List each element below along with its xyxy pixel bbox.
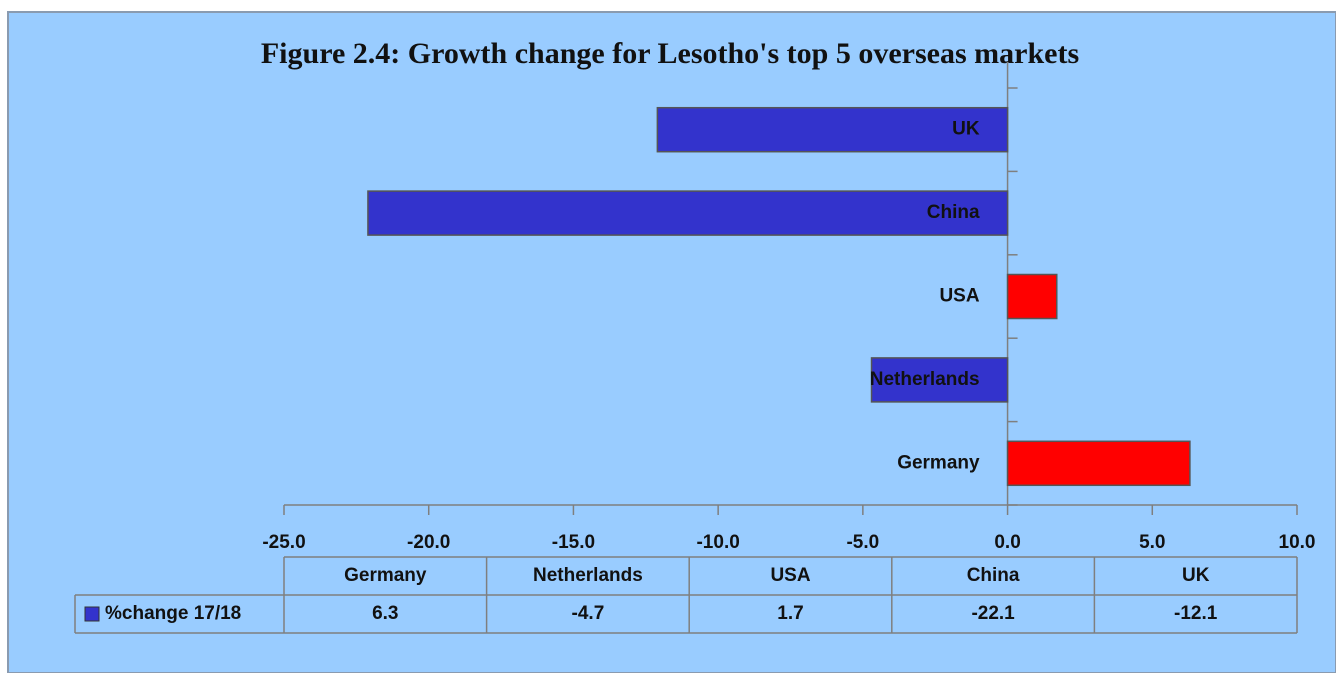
x-tick-label: -25.0 <box>262 532 305 553</box>
legend-label: %change 17/18 <box>105 603 241 624</box>
bar <box>1006 440 1191 487</box>
table-value: 6.3 <box>372 603 398 624</box>
x-tick-label: -5.0 <box>846 532 879 553</box>
category-label: Netherlands <box>870 369 980 390</box>
legend-swatch <box>84 606 100 622</box>
table-value: 1.7 <box>777 603 803 624</box>
table-value: -12.1 <box>1174 603 1218 624</box>
x-tick-label: 5.0 <box>1139 532 1165 553</box>
table-value: -22.1 <box>971 603 1015 624</box>
bar <box>656 106 1009 153</box>
x-tick-label: -20.0 <box>407 532 450 553</box>
bar <box>1006 273 1058 320</box>
bar <box>367 190 1009 236</box>
chart-title: Figure 2.4: Growth change for Lesotho's … <box>261 37 1079 70</box>
x-tick-label: -15.0 <box>552 532 595 553</box>
category-label: UK <box>952 119 980 140</box>
x-tick-label: 0.0 <box>994 532 1020 553</box>
category-label: USA <box>939 286 979 307</box>
table-value: -4.7 <box>572 603 605 624</box>
table-header: Germany <box>344 565 427 586</box>
table-header: USA <box>770 565 810 586</box>
table-header: China <box>967 565 1020 586</box>
category-label: Germany <box>897 452 980 473</box>
x-tick-label: 10.0 <box>1279 532 1316 553</box>
category-label: China <box>927 202 980 223</box>
bar <box>870 357 1009 403</box>
table-header: Netherlands <box>533 565 643 586</box>
x-tick-label: -10.0 <box>696 532 739 553</box>
table-header: UK <box>1182 565 1210 586</box>
